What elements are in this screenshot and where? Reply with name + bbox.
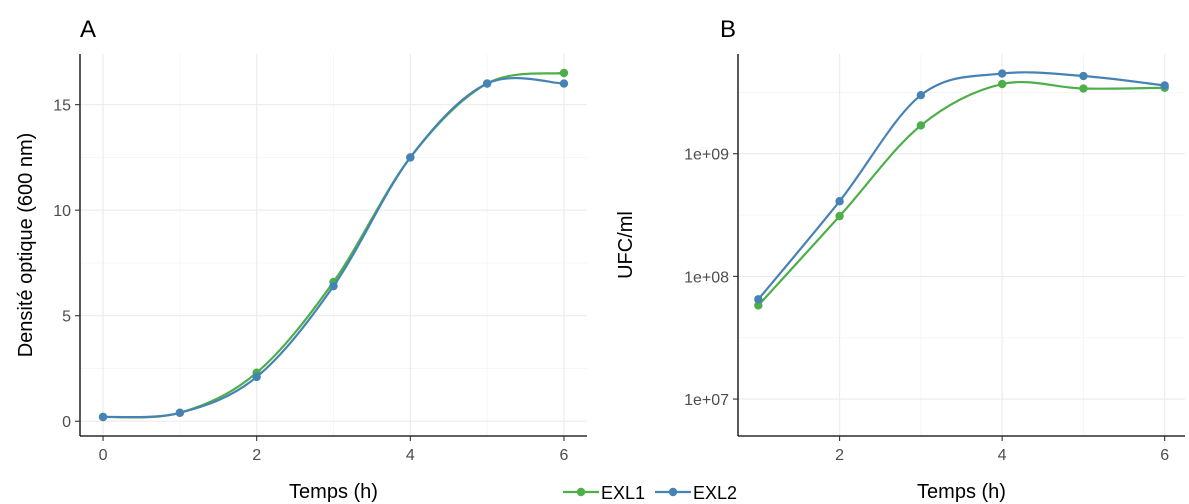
data-point-exl1 [754,301,763,310]
panel-label: A [80,16,96,43]
data-point-exl2 [1160,81,1169,90]
data-point-exl2 [916,90,926,100]
y-tick-label: 0 [62,414,71,431]
x-tick-label: 2 [252,447,261,464]
x-axis-title: Temps (h) [289,481,378,503]
data-point-exl2 [1079,71,1088,81]
legend-key-point [668,487,678,497]
data-point-exl2 [835,197,844,206]
data-point-exl1 [1079,84,1088,93]
x-tick-label: 2 [835,447,844,464]
data-point-exl1 [559,68,569,78]
legend-key-point [576,487,586,497]
panel-b: 2 4 6 1e+07 1e+08 1e+09 Temps (h) UFC/ml B [615,16,1185,503]
data-point-exl2 [406,153,415,162]
legend: EXL1 EXL2 [563,483,737,503]
data-point-exl1 [997,79,1007,89]
data-point-exl2 [175,408,185,417]
x-tick-label: 6 [1160,447,1169,464]
data-point-exl2 [329,281,338,291]
data-point-exl2 [252,372,261,382]
y-tick-label: 1e+08 [684,269,729,286]
data-point-exl2 [754,295,763,304]
data-point-exl2 [482,79,492,88]
data-point-exl2 [559,79,569,88]
legend-label: EXL1 [601,483,645,503]
series-line-exl1 [757,80,1166,307]
y-axis-title: Densité optique (600 nm) [15,133,37,358]
y-tick-label: 15 [53,98,71,115]
y-tick-label: 1e+07 [684,392,729,409]
data-point-exl2 [98,412,108,422]
x-tick-label: 0 [99,447,108,464]
x-axis-title: Temps (h) [917,481,1006,503]
x-tick-label: 4 [406,447,415,464]
series-line-exl2 [757,71,1166,301]
panel-a: 0 2 4 6 0 5 10 15 Temps (h) Densité optique (600 … [15,16,587,503]
panel-label: B [720,16,736,43]
data-point-exl2 [997,69,1007,78]
y-axis-title: UFC/ml [615,211,637,279]
y-tick-label: 10 [53,203,71,220]
y-tick-label: 5 [62,309,71,326]
y-tick-label: 1e+09 [684,147,729,164]
data-point-exl1 [835,211,844,221]
legend-label: EXL2 [693,483,737,503]
data-point-exl1 [916,121,926,130]
x-tick-label: 4 [998,447,1007,464]
x-tick-label: 6 [560,447,569,464]
